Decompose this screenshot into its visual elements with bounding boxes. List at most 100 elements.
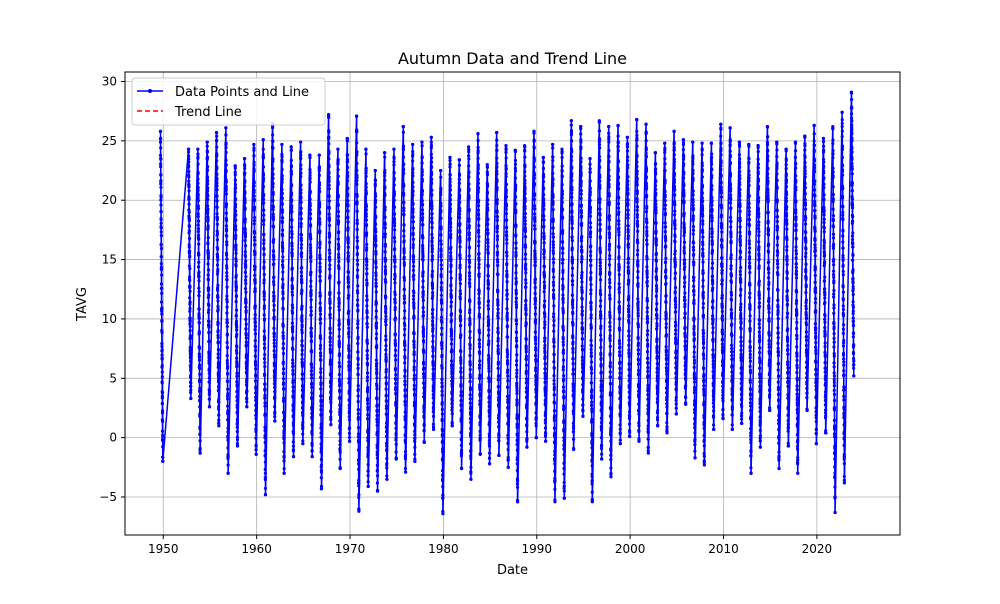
- data-point: [365, 175, 368, 178]
- data-point: [525, 446, 528, 449]
- data-point: [254, 409, 257, 412]
- data-point: [376, 450, 379, 453]
- data-point: [459, 278, 462, 281]
- data-point: [488, 414, 491, 417]
- data-point: [618, 328, 621, 331]
- data-point: [394, 401, 397, 404]
- data-point: [271, 140, 274, 143]
- data-point: [217, 322, 220, 325]
- data-point: [515, 426, 518, 429]
- data-point: [683, 246, 686, 249]
- data-point: [207, 274, 210, 277]
- data-point: [589, 288, 592, 291]
- data-point: [281, 192, 284, 195]
- data-point: [262, 138, 265, 141]
- data-point: [460, 467, 463, 470]
- data-point: [626, 149, 629, 152]
- data-point: [692, 177, 695, 180]
- data-point: [608, 236, 611, 239]
- data-point: [514, 169, 517, 172]
- data-point: [206, 182, 209, 185]
- data-point: [542, 167, 545, 170]
- data-point: [328, 199, 331, 202]
- data-point: [197, 242, 200, 245]
- data-point: [319, 352, 322, 355]
- data-point: [637, 369, 640, 372]
- data-point: [217, 348, 220, 351]
- data-point: [590, 348, 593, 351]
- data-point: [478, 313, 481, 316]
- data-point: [618, 339, 621, 342]
- data-point: [608, 325, 611, 328]
- data-point: [299, 150, 302, 153]
- data-point: [310, 313, 313, 316]
- data-point: [309, 246, 312, 249]
- data-point: [684, 403, 687, 406]
- data-point: [348, 377, 351, 380]
- data-point: [254, 364, 257, 367]
- data-point: [262, 248, 265, 251]
- data-point: [654, 167, 657, 170]
- data-point: [374, 239, 377, 242]
- data-point: [263, 260, 266, 263]
- data-point: [310, 424, 313, 427]
- data-point: [160, 247, 163, 250]
- data-point: [413, 365, 416, 368]
- data-point: [348, 368, 351, 371]
- data-point: [675, 407, 678, 410]
- data-point: [356, 239, 359, 242]
- data-point: [599, 346, 602, 349]
- data-point: [458, 209, 461, 212]
- data-point: [497, 361, 500, 364]
- data-point: [206, 194, 209, 197]
- data-point: [327, 151, 330, 154]
- data-point: [197, 215, 200, 218]
- data-point: [459, 362, 462, 365]
- data-point: [468, 282, 471, 285]
- data-point: [478, 399, 481, 402]
- data-point: [664, 221, 667, 224]
- data-point: [599, 223, 602, 226]
- data-point: [346, 187, 349, 190]
- data-point: [506, 336, 509, 339]
- data-point: [253, 184, 256, 187]
- data-point: [404, 470, 407, 473]
- data-point: [553, 419, 556, 422]
- data-point: [271, 185, 274, 188]
- data-point: [692, 215, 695, 218]
- data-point: [347, 364, 350, 367]
- data-point: [254, 360, 257, 363]
- data-point: [253, 216, 256, 219]
- data-point: [356, 322, 359, 325]
- data-point: [430, 194, 433, 197]
- data-point: [692, 193, 695, 196]
- data-point: [523, 145, 526, 148]
- data-point: [572, 403, 575, 406]
- data-point: [272, 218, 275, 221]
- data-point: [404, 410, 407, 413]
- data-point: [206, 151, 209, 154]
- data-point: [197, 265, 200, 268]
- data-point: [356, 195, 359, 198]
- data-point: [449, 263, 452, 266]
- data-point: [347, 344, 350, 347]
- data-point: [524, 212, 527, 215]
- data-point: [684, 368, 687, 371]
- data-point: [197, 238, 200, 241]
- data-point: [347, 260, 350, 263]
- data-point: [374, 195, 377, 198]
- data-point: [562, 390, 565, 393]
- data-point: [215, 146, 218, 149]
- data-point: [273, 410, 276, 413]
- data-point: [497, 378, 500, 381]
- data-point: [487, 339, 490, 342]
- data-point: [523, 187, 526, 190]
- data-point: [188, 264, 191, 267]
- data-point: [449, 163, 452, 166]
- data-point: [319, 302, 322, 305]
- data-point: [254, 339, 257, 342]
- data-point: [441, 497, 444, 500]
- data-point: [300, 275, 303, 278]
- data-point: [411, 160, 414, 163]
- data-point: [449, 222, 452, 225]
